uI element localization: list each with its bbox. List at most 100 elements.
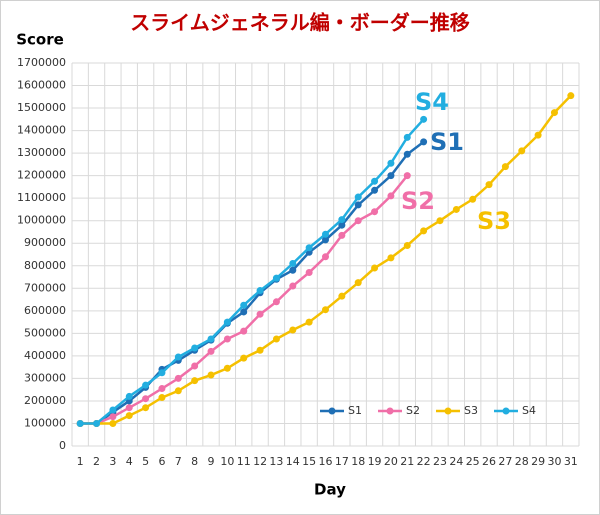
data-point xyxy=(191,377,199,385)
data-point xyxy=(125,412,133,420)
x-tick-label: 10 xyxy=(220,455,234,468)
legend-label: S4 xyxy=(522,404,536,417)
x-tick-label: 27 xyxy=(498,455,512,468)
data-point xyxy=(387,159,395,167)
y-tick-label: 0 xyxy=(59,439,66,452)
data-point xyxy=(272,274,280,282)
data-point xyxy=(125,392,133,400)
data-point xyxy=(109,419,117,427)
data-point xyxy=(371,177,379,185)
data-point xyxy=(109,406,117,414)
x-tick-label: 24 xyxy=(449,455,463,468)
y-tick-label: 400000 xyxy=(24,349,66,362)
data-point xyxy=(322,230,329,238)
data-point xyxy=(109,413,117,421)
data-point xyxy=(191,344,199,352)
y-tick-label: 200000 xyxy=(24,394,66,407)
data-point xyxy=(403,241,411,249)
y-tick-label: 1700000 xyxy=(17,56,66,69)
data-point xyxy=(322,253,329,261)
data-point xyxy=(289,326,297,334)
y-tick-label: 1500000 xyxy=(17,101,66,114)
y-tick-label: 1000000 xyxy=(17,214,66,227)
y-tick-label: 900000 xyxy=(24,236,66,249)
y-tick-label: 1400000 xyxy=(17,124,66,137)
x-tick-label: 18 xyxy=(351,455,365,468)
data-point xyxy=(223,318,231,326)
x-tick-label: 12 xyxy=(253,455,267,468)
x-tick-label: 21 xyxy=(400,455,414,468)
data-point xyxy=(76,419,84,427)
data-point xyxy=(403,133,411,141)
x-tick-label: 13 xyxy=(269,455,283,468)
y-tick-label: 500000 xyxy=(24,326,66,339)
data-point xyxy=(240,301,248,309)
legend-marker xyxy=(386,407,394,415)
data-point xyxy=(420,227,428,235)
data-point xyxy=(256,346,264,354)
data-point xyxy=(322,236,329,244)
x-tick-label: 15 xyxy=(302,455,316,468)
series-line xyxy=(80,118,425,425)
data-point xyxy=(158,385,166,393)
data-point xyxy=(240,327,248,335)
x-tick-label: 22 xyxy=(417,455,431,468)
annotation: S4 xyxy=(415,88,449,116)
data-point xyxy=(305,244,313,252)
data-point xyxy=(420,115,428,123)
x-tick-label: 2 xyxy=(93,455,100,468)
y-tick-label: 100000 xyxy=(24,416,66,429)
data-point xyxy=(371,264,379,272)
data-point xyxy=(240,308,248,316)
annotation: S2 xyxy=(401,187,435,215)
data-point xyxy=(142,395,150,403)
data-point xyxy=(338,292,346,300)
y-tick-label: 1300000 xyxy=(17,146,66,159)
data-point xyxy=(305,318,313,326)
x-tick-label: 8 xyxy=(191,455,198,468)
data-point xyxy=(207,347,215,355)
data-point xyxy=(272,298,280,306)
data-point xyxy=(354,193,362,201)
data-point xyxy=(485,181,493,189)
data-point xyxy=(436,217,444,225)
data-point xyxy=(371,186,379,194)
data-point xyxy=(240,354,248,362)
data-point xyxy=(567,92,575,100)
data-point xyxy=(289,260,297,268)
data-point xyxy=(338,216,346,224)
chart-title: スライムジェネラル編・ボーダー推移 xyxy=(130,11,470,35)
x-tick-label: 11 xyxy=(237,455,251,468)
data-point xyxy=(223,364,231,372)
x-tick-label: 16 xyxy=(319,455,333,468)
data-point xyxy=(191,362,199,370)
data-point xyxy=(322,306,329,314)
data-point xyxy=(158,394,166,402)
data-point xyxy=(550,109,558,117)
annotation: S3 xyxy=(477,207,511,235)
x-tick-label: 6 xyxy=(158,455,165,468)
data-point xyxy=(174,387,182,395)
x-tick-label: 4 xyxy=(126,455,133,468)
data-point xyxy=(272,335,280,343)
data-point xyxy=(452,205,460,213)
data-point xyxy=(174,374,182,382)
data-point xyxy=(256,310,264,318)
legend-marker xyxy=(502,407,510,415)
legend-marker xyxy=(328,407,336,415)
data-point xyxy=(518,147,526,155)
y-tick-label: 600000 xyxy=(24,304,66,317)
annotation: S1 xyxy=(430,128,464,156)
data-point xyxy=(174,353,182,361)
data-point xyxy=(207,371,215,379)
y-axis-title: Score xyxy=(16,31,64,49)
x-axis-title: Day xyxy=(314,481,346,499)
data-point xyxy=(534,131,542,139)
data-point xyxy=(387,172,395,180)
data-point xyxy=(338,231,346,239)
x-tick-label: 30 xyxy=(547,455,561,468)
data-point xyxy=(256,287,264,295)
y-tick-label: 1100000 xyxy=(17,191,66,204)
data-point xyxy=(403,172,411,180)
x-tick-label: 19 xyxy=(368,455,382,468)
